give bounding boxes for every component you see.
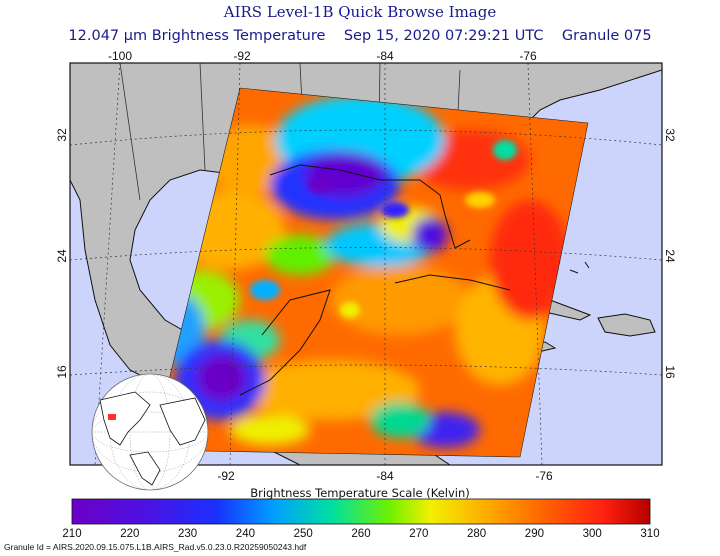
colorbar-tick-label: 310 — [640, 528, 660, 540]
lon-tick-bottom: -92 — [217, 469, 235, 483]
map-frame — [69, 62, 663, 466]
lat-ticks-left: 32 24 16 — [55, 128, 69, 379]
inset-globe — [91, 373, 209, 491]
lat-tick-left: 32 — [55, 128, 69, 142]
lon-tick-top: -84 — [376, 49, 394, 63]
colorbar-title: Brightness Temperature Scale (Kelvin) — [250, 486, 470, 500]
colorbar-tick-label: 240 — [235, 528, 255, 540]
lon-tick-bottom: -84 — [376, 469, 394, 483]
colorbar-tick-label: 250 — [293, 528, 313, 540]
lon-tick-top: -76 — [519, 49, 537, 63]
lon-tick-top: -92 — [233, 49, 251, 63]
lon-tick-top: -100 — [108, 49, 132, 63]
colorbar-tick-label: 290 — [524, 528, 544, 540]
lat-ticks-right: 32 24 16 — [663, 128, 677, 379]
granule-id: Granule Id = AIRS.2020.09.15.075.L1B.AIR… — [4, 542, 307, 552]
colorbar-tick-label: 210 — [62, 528, 82, 540]
colorbar — [71, 498, 651, 525]
lon-ticks-top: -100 -92 -84 -76 — [108, 49, 537, 63]
lat-tick-right: 32 — [663, 128, 677, 142]
lat-tick-right: 24 — [663, 249, 677, 263]
lat-tick-left: 16 — [55, 365, 69, 379]
colorbar-tick-label: 270 — [409, 528, 429, 540]
inset-swath-marker — [108, 414, 116, 420]
image-title: AIRS Level-1B Quick Browse Image — [223, 3, 497, 21]
image-subtitle: 12.047 μm Brightness Temperature Sep 15,… — [68, 28, 652, 44]
colorbar-tick-label: 220 — [120, 528, 140, 540]
lon-ticks-bottom: -92 -84 -76 — [217, 469, 553, 483]
graticule — [70, 63, 662, 465]
land-hispaniola — [597, 313, 656, 337]
colorbar-tick-label: 300 — [582, 528, 602, 540]
colorbar-tick-label: 280 — [467, 528, 487, 540]
colorbar-tick-label: 260 — [351, 528, 371, 540]
colorbar-tick-label: 230 — [178, 528, 198, 540]
lon-tick-bottom: -76 — [535, 469, 553, 483]
lat-tick-left: 24 — [55, 249, 69, 263]
lat-tick-right: 16 — [663, 365, 677, 379]
basemap — [70, 63, 662, 465]
